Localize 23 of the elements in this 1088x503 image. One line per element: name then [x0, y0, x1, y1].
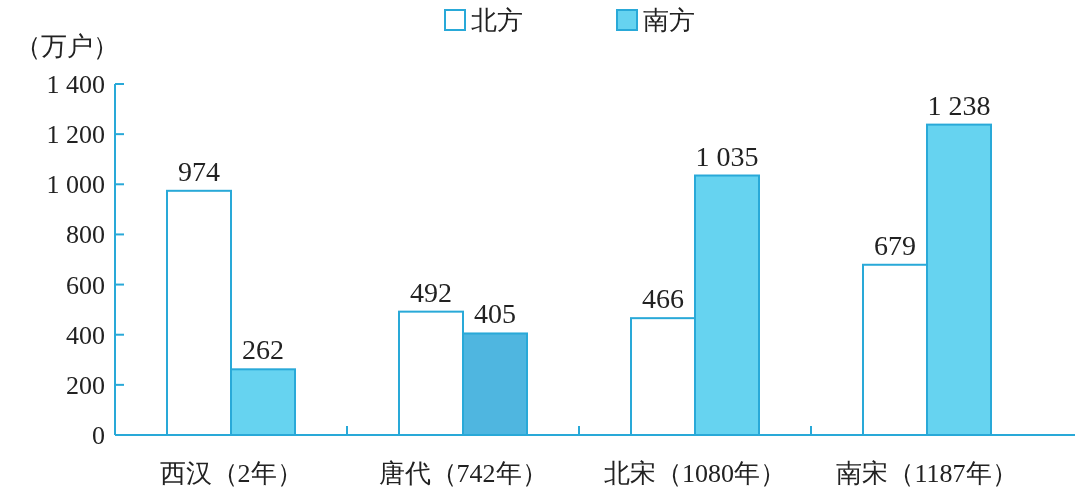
- legend-label: 北方: [471, 6, 523, 35]
- x-tick-label: 南宋（1187年）: [836, 459, 1018, 488]
- y-tick-label: 400: [66, 320, 105, 350]
- y-tick-label: 1 400: [46, 70, 105, 99]
- data-label: 1 035: [695, 140, 759, 172]
- x-tick-label: 西汉（2年）: [159, 459, 303, 488]
- legend-label: 南方: [643, 6, 695, 35]
- data-label: 405: [474, 298, 516, 330]
- data-label: 262: [242, 334, 284, 366]
- y-tick-label: 0: [92, 421, 105, 450]
- y-tick-label: 1 000: [46, 170, 105, 200]
- y-tick-label: 600: [66, 270, 105, 300]
- x-tick-label: 唐代（742年）: [378, 459, 548, 488]
- y-tick-label: 200: [66, 370, 105, 400]
- x-tick-label: 北宋（1080年）: [604, 459, 786, 488]
- data-label: 679: [874, 229, 916, 261]
- data-label: 974: [178, 155, 220, 187]
- y-axis-title: （万户）: [15, 32, 119, 61]
- data-label: 492: [410, 276, 452, 308]
- y-tick-label: 1 200: [46, 120, 105, 150]
- y-tick-label: 800: [66, 220, 105, 250]
- data-label: 466: [642, 283, 684, 315]
- data-label: 1 238: [927, 89, 991, 121]
